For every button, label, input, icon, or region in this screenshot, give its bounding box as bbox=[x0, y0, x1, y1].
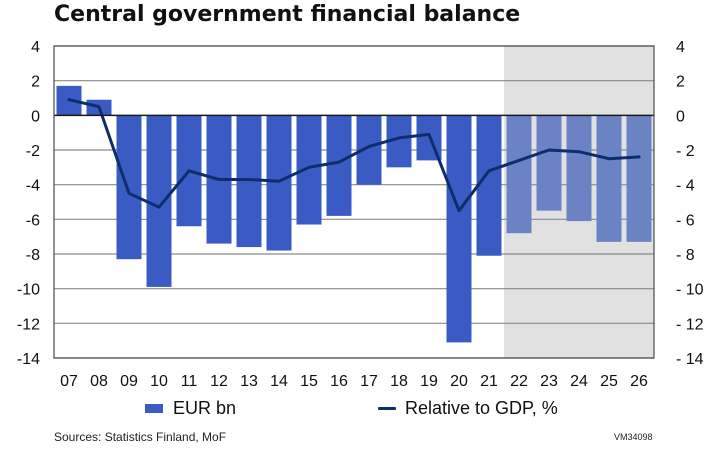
chart: 420-2-4-6-8-10-12-14 420- 2- 4- 6- 8- 10… bbox=[17, 39, 704, 390]
chart-title: Central government financial balance bbox=[54, 2, 521, 27]
line-relative-to-gdp bbox=[67, 98, 641, 213]
x-tick-label: 26 bbox=[630, 373, 648, 390]
bars-eur-bn bbox=[56, 85, 652, 343]
x-tick-label: 13 bbox=[240, 373, 258, 390]
y-right-tick-label: - 14 bbox=[676, 351, 704, 368]
bar bbox=[506, 115, 532, 234]
y-left-tick-label: 0 bbox=[31, 108, 40, 125]
y-right-tick-label: 4 bbox=[676, 39, 685, 56]
y-right-tick-label: - 12 bbox=[676, 316, 704, 333]
plot-frame bbox=[53, 45, 655, 359]
legend-line-swatch bbox=[378, 406, 396, 410]
x-tick-label: 16 bbox=[330, 373, 348, 390]
x-tick-label: 09 bbox=[120, 373, 138, 390]
bar bbox=[116, 115, 142, 260]
legend-item-bars: EUR bn bbox=[145, 397, 236, 419]
x-tick-label: 17 bbox=[360, 373, 378, 390]
legend-bar-swatch bbox=[145, 403, 163, 413]
legend-line-label: Relative to GDP, % bbox=[405, 397, 558, 418]
x-tick-label: 20 bbox=[450, 373, 468, 390]
gdp-line bbox=[67, 98, 641, 213]
bar bbox=[326, 115, 352, 216]
x-tick-label: 15 bbox=[300, 373, 318, 390]
x-tick-label: 07 bbox=[60, 373, 78, 390]
y-right-tick-label: 0 bbox=[676, 108, 685, 125]
y-right-tick-label: - 4 bbox=[676, 178, 695, 195]
chart-code: VM34098 bbox=[614, 432, 653, 442]
y-left-tick-label: -8 bbox=[26, 247, 40, 264]
y-right-tick-label: - 2 bbox=[676, 143, 695, 160]
y-left-tick-label: -14 bbox=[17, 351, 40, 368]
bar bbox=[476, 115, 502, 256]
x-tick-label: 11 bbox=[181, 373, 198, 390]
source-note: Sources: Statistics Finland, MoF bbox=[54, 430, 227, 444]
legend-item-line: Relative to GDP, % bbox=[378, 397, 558, 419]
bar bbox=[536, 115, 562, 211]
x-tick-label: 24 bbox=[570, 373, 588, 390]
y-left-tick-label: -12 bbox=[17, 316, 40, 333]
x-axis: 07 08 09 10 11 12 13 14 15 16 17 18 19 20 21 22 23 24 25 26 bbox=[60, 373, 648, 390]
y-left-tick-label: -6 bbox=[26, 212, 40, 229]
x-tick-label: 25 bbox=[600, 373, 618, 390]
x-tick-label: 21 bbox=[480, 373, 498, 390]
y-left-tick-label: -2 bbox=[26, 143, 40, 160]
x-tick-label: 10 bbox=[150, 373, 168, 390]
x-tick-label: 14 bbox=[270, 373, 288, 390]
bar bbox=[446, 115, 472, 343]
y-right-tick-label: - 8 bbox=[676, 247, 695, 264]
x-tick-label: 12 bbox=[210, 373, 228, 390]
x-tick-label: 18 bbox=[390, 373, 408, 390]
y-left-tick-label: -4 bbox=[26, 178, 40, 195]
legend-bar-label: EUR bn bbox=[173, 397, 237, 418]
y-right-tick-label: - 6 bbox=[676, 212, 695, 229]
x-tick-label: 08 bbox=[90, 373, 108, 390]
bar bbox=[266, 115, 292, 251]
x-tick-label: 19 bbox=[420, 373, 438, 390]
bar bbox=[626, 115, 652, 242]
y-right-tick-label: 2 bbox=[676, 74, 685, 91]
y-left-tick-label: 4 bbox=[31, 39, 40, 56]
plot-border bbox=[53, 45, 655, 359]
x-tick-label: 23 bbox=[540, 373, 558, 390]
bar bbox=[596, 115, 622, 242]
bar bbox=[566, 115, 592, 222]
x-tick-label: 22 bbox=[510, 373, 528, 390]
y-left-tick-label: 2 bbox=[31, 74, 40, 91]
y-left-tick-label: -10 bbox=[17, 282, 40, 299]
y-axis-right: 4 2 0 - 2 - 4 - 6 - 8 - 10 - 12 - 14 bbox=[676, 39, 704, 368]
y-right-tick-label: - 10 bbox=[676, 282, 704, 299]
y-axis-left: 4 2 0 -2 -4 -6 -8 -10 -12 -14 bbox=[17, 39, 40, 368]
bar bbox=[146, 115, 172, 287]
